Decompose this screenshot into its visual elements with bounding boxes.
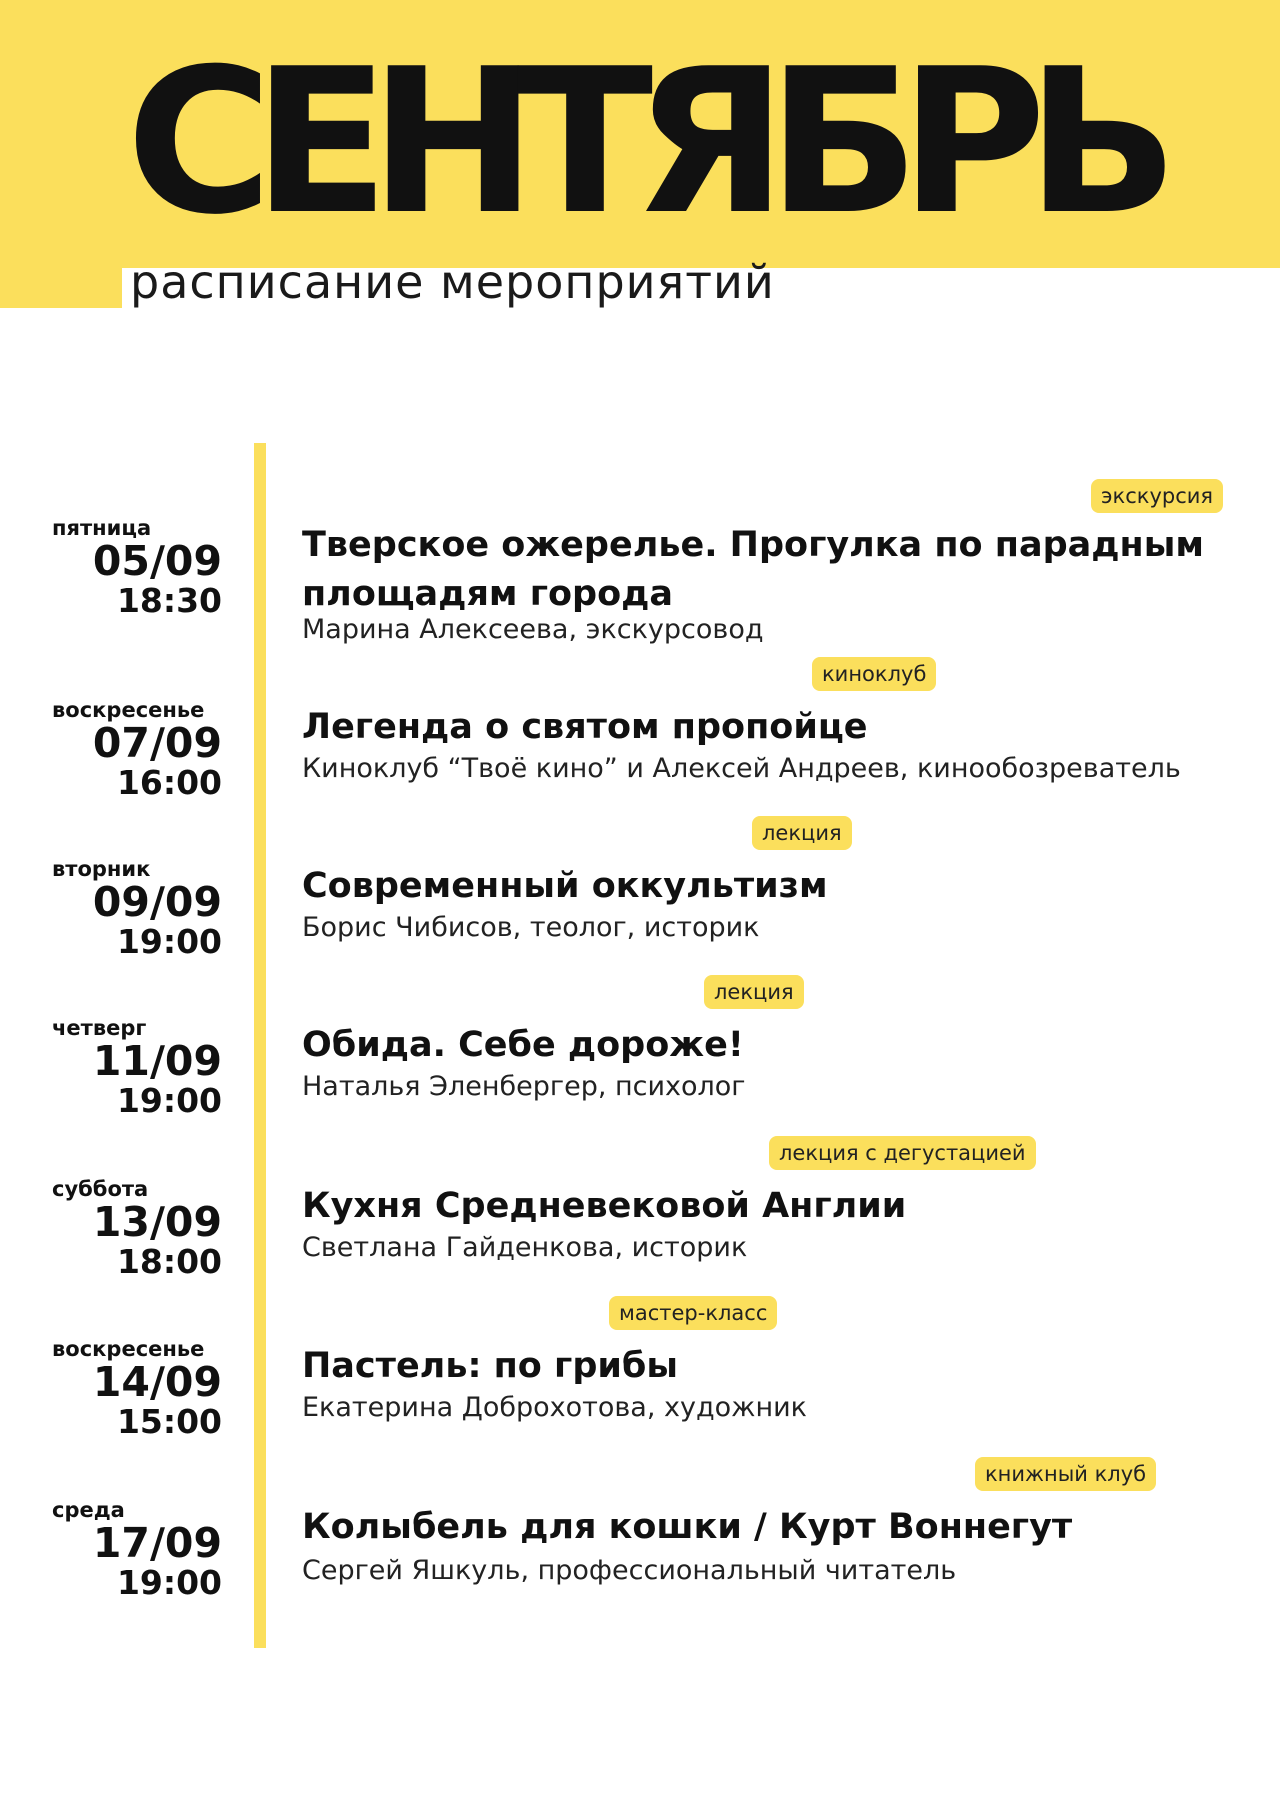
event-item: четверг 11/09 19:00 лекция Обида. Себе д… [0,975,1280,1175]
event-tag: мастер-класс [609,1296,778,1330]
event-title: Легенда о святом пропойце [302,707,868,747]
event-date: 05/09 [92,537,222,585]
event-time: 19:00 [116,1081,222,1120]
event-time: 19:00 [116,922,222,961]
event-title: Кухня Средневековой Англии [302,1186,907,1226]
event-date: 13/09 [92,1198,222,1246]
event-speaker: Сергей Яшкуль, профессиональный читатель [302,1555,957,1586]
event-item: вторник 09/09 19:00 лекция Современный о… [0,816,1280,1016]
event-tag: экскурсия [1091,479,1224,513]
event-day: суббота [52,1177,149,1201]
event-day: воскресенье [52,698,205,722]
event-date: 11/09 [92,1037,222,1085]
event-speaker: Наталья Эленбергер, психолог [302,1071,746,1102]
page-subtitle: расписание мероприятий [130,255,775,309]
event-date: 17/09 [92,1519,222,1567]
event-time: 15:00 [116,1402,222,1441]
header-band [0,0,1280,308]
event-title: Тверское ожерелье. Прогулка по парадным … [302,525,1204,614]
event-item: воскресенье 14/09 15:00 мастер-класс Пас… [0,1296,1280,1496]
event-tag: лекция с дегустацией [769,1136,1036,1170]
event-speaker: Киноклуб “Твоё кино” и Алексей Андреев, … [302,753,1181,784]
event-tag: киноклуб [812,657,937,691]
event-title: Пастель: по грибы [302,1346,678,1386]
event-date: 09/09 [92,878,222,926]
event-speaker: Светлана Гайденкова, историк [302,1232,748,1263]
event-day: среда [52,1498,125,1522]
event-speaker: Екатерина Доброхотова, художник [302,1392,807,1423]
event-date: 07/09 [92,719,222,767]
event-title: Обида. Себе дороже! [302,1025,744,1065]
header-notch [122,268,1280,308]
timeline-bar [254,443,266,1648]
event-date: 14/09 [92,1358,222,1406]
event-time: 19:00 [116,1563,222,1602]
event-time: 18:30 [116,581,222,620]
event-day: пятница [52,516,152,540]
event-day: воскресенье [52,1337,205,1361]
event-tag: лекция [704,975,804,1009]
event-item: воскресенье 07/09 16:00 киноклуб Легенда… [0,657,1280,857]
event-tag: книжный клуб [975,1457,1157,1491]
page-title: СЕНТЯБРЬ [126,26,1179,259]
event-item: суббота 13/09 18:00 лекция с дегустацией… [0,1136,1280,1336]
event-title: Колыбель для кошки / Курт Воннегут [302,1507,1073,1547]
event-speaker: Борис Чибисов, теолог, историк [302,912,760,943]
event-day: четверг [52,1016,147,1040]
event-day: вторник [52,857,151,881]
event-title: Современный оккультизм [302,866,828,906]
event-speaker: Марина Алексеева, экскурсовод [302,614,764,645]
event-tag: лекция [752,816,852,850]
event-time: 18:00 [116,1242,222,1281]
event-time: 16:00 [116,763,222,802]
event-item: пятница 05/09 18:30 экскурсия Тверское о… [0,479,1280,675]
event-item: среда 17/09 19:00 книжный клуб Колыбель … [0,1457,1280,1657]
